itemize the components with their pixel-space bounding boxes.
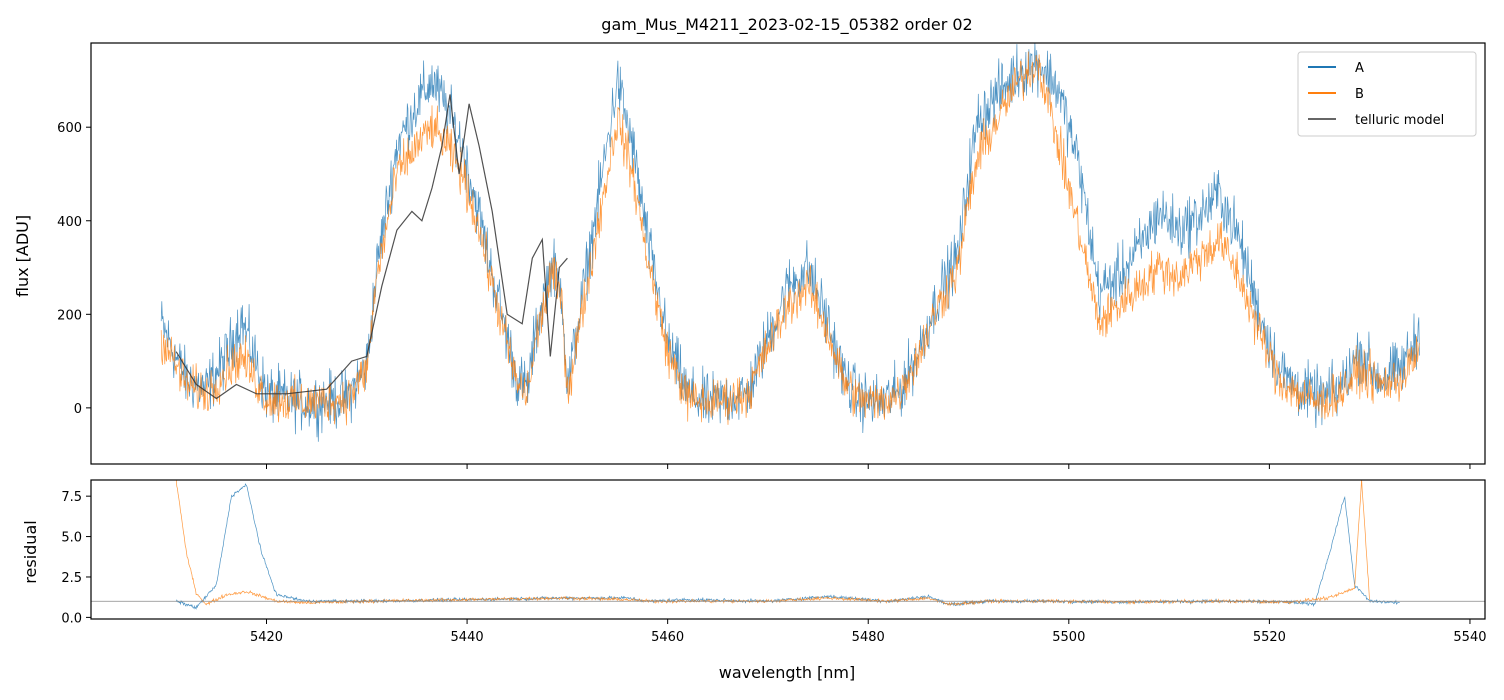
flux-y-tick-label: 400 — [57, 215, 82, 230]
x-tick-label: 5500 — [1052, 630, 1085, 645]
x-tick-label: 5420 — [250, 630, 283, 645]
x-tick-label: 5440 — [451, 630, 484, 645]
x-tick-label: 5520 — [1253, 630, 1286, 645]
legend-label-a: A — [1355, 61, 1364, 76]
residual-y-tick-label: 2.5 — [61, 571, 82, 586]
x-tick-label: 5540 — [1453, 630, 1486, 645]
flux-series-group — [160, 43, 1420, 442]
legend-frame — [1297, 51, 1477, 137]
residual-axes-frame — [90, 479, 1486, 620]
x-tick-label: 5460 — [651, 630, 684, 645]
flux-y-axis-label: flux [ADU] — [13, 215, 32, 297]
residual-ticks: 0.0 2.5 5.0 7.5 5420 5440 5460 5480 5500 5520 5540 — [61, 490, 1486, 645]
x-axis-label: wavelength [nm] — [719, 663, 856, 682]
x-tick-label: 5480 — [852, 630, 885, 645]
series-b-flux-line — [160, 51, 1420, 426]
flux-y-tick-label: 0 — [74, 402, 82, 417]
legend-label-b: B — [1355, 87, 1364, 102]
legend: A B telluric model — [1297, 51, 1477, 137]
residual-y-tick-label: 7.5 — [61, 490, 82, 505]
residual-y-tick-label: 5.0 — [61, 531, 82, 546]
flux-y-ticks: 0 200 400 600 — [57, 121, 1471, 469]
residual-series-group — [91, 480, 1485, 610]
legend-label-telluric: telluric model — [1355, 113, 1444, 128]
chart-title: gam_Mus_M4211_2023-02-15_05382 order 02 — [601, 15, 972, 35]
telluric-model-line — [175, 94, 568, 400]
residual-y-axis-label: residual — [21, 520, 40, 583]
residual-panel: 0.0 2.5 5.0 7.5 5420 5440 5460 5480 5500 5520 5540… — [21, 479, 1487, 682]
flux-panel: 0 200 400 600 flux [ADU] A B telluric model — [13, 42, 1486, 469]
flux-axes-frame — [90, 42, 1486, 465]
flux-y-tick-label: 600 — [57, 121, 82, 136]
residual-y-tick-label: 0.0 — [61, 611, 82, 626]
flux-y-tick-label: 200 — [57, 308, 82, 323]
